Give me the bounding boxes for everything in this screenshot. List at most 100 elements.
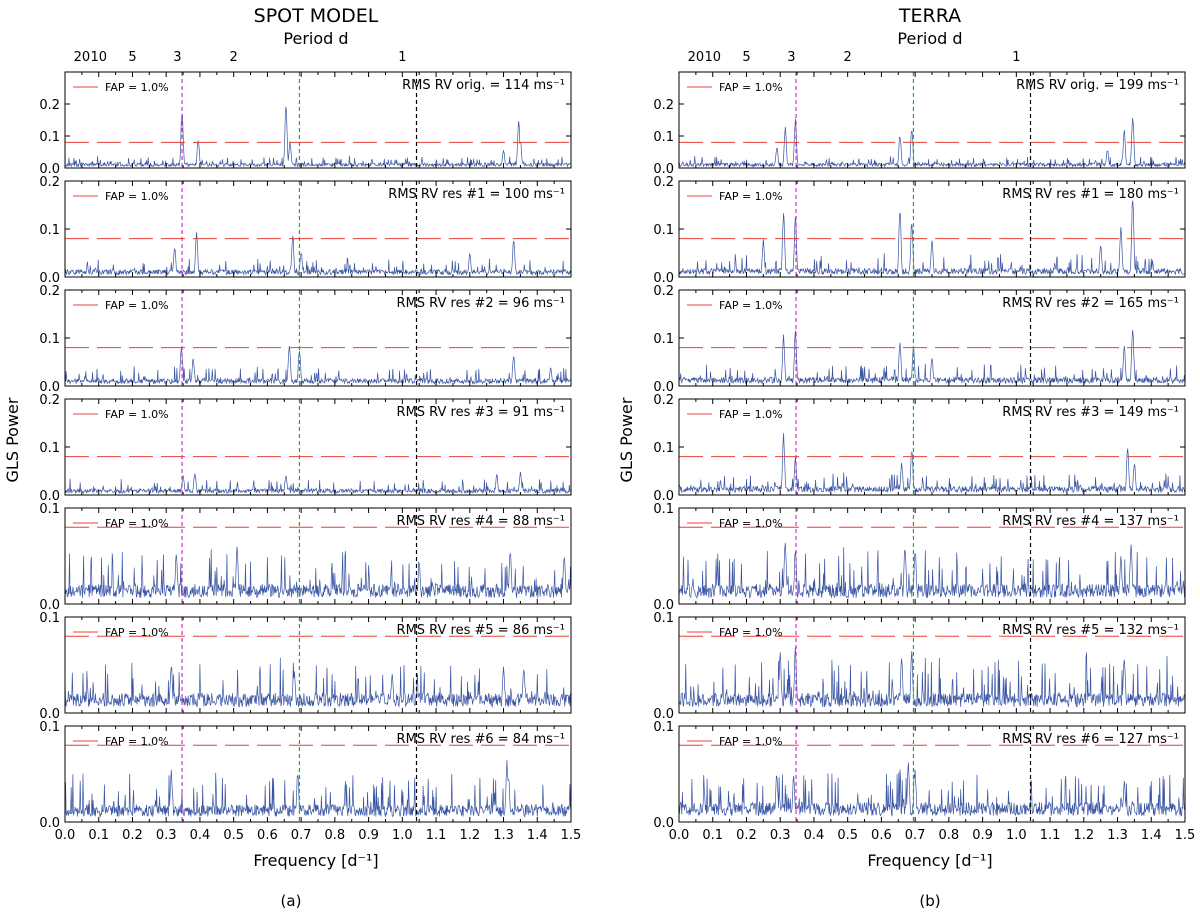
- x-tick-label: 1.5: [1175, 828, 1196, 843]
- y-tick-label: 0.0: [653, 162, 674, 177]
- legend-label: FAP = 1.0%: [105, 190, 169, 203]
- legend-label: FAP = 1.0%: [719, 408, 783, 421]
- periodogram-panel: 0.0 0.1 FAP = 1.0% RMS RV res #5 = 86 ms⁻¹: [39, 611, 572, 722]
- y-tick-label: 0.1: [653, 441, 674, 456]
- y-tick-label: 0.0: [653, 489, 674, 504]
- y-tick-label: 0.1: [39, 223, 60, 238]
- rms-annotation: RMS RV res #5 = 86 ms⁻¹: [397, 623, 565, 638]
- x-tick-label: 1.4: [1141, 828, 1162, 843]
- y-tick-label: 0.2: [653, 284, 674, 299]
- x-tick-label: 0.9: [972, 828, 993, 843]
- rms-annotation: RMS RV res #3 = 149 ms⁻¹: [1002, 405, 1179, 420]
- x-tick-label: 0.6: [257, 828, 278, 843]
- x-tick-label: 1.0: [392, 828, 413, 843]
- subfigure-label: (b): [919, 892, 940, 910]
- rms-annotation: RMS RV res #2 = 165 ms⁻¹: [1002, 296, 1179, 311]
- rms-annotation: RMS RV res #3 = 91 ms⁻¹: [397, 405, 565, 420]
- x-tick-label: 0.6: [871, 828, 892, 843]
- rms-annotation: RMS RV orig. = 114 ms⁻¹: [402, 78, 565, 93]
- legend-label: FAP = 1.0%: [105, 735, 169, 748]
- legend-label: FAP = 1.0%: [105, 408, 169, 421]
- x-tick-label: 0.5: [223, 828, 244, 843]
- gls-power-series: [678, 646, 1186, 708]
- x-tick-label: 0.8: [939, 828, 960, 843]
- periodogram-panel: 0.0 0.1 0.2 FAP = 1.0% RMS RV res #2 = 96 ms…: [39, 284, 572, 395]
- gls-power-series: [64, 546, 572, 599]
- rms-annotation: RMS RV res #4 = 88 ms⁻¹: [397, 514, 565, 529]
- y-tick-label: 0.1: [653, 720, 674, 735]
- x-tick-label: 1.3: [493, 828, 514, 843]
- x-tick-label: 0.4: [190, 828, 211, 843]
- legend-label: FAP = 1.0%: [719, 626, 783, 639]
- top-axis-tick-label: 10: [90, 50, 107, 65]
- y-tick-label: 0.2: [39, 284, 60, 299]
- subfigure-label: (a): [281, 892, 302, 910]
- periodogram-panel: 0.0 0.1 0.2 FAP = 1.0% RMS RV res #1 = 180 m…: [653, 175, 1186, 286]
- y-tick-label: 0.1: [653, 611, 674, 626]
- y-tick-label: 0.0: [653, 598, 674, 613]
- gls-power-series: [678, 329, 1186, 385]
- rms-annotation: RMS RV res #1 = 180 ms⁻¹: [1002, 187, 1179, 202]
- x-tick-label: 0.0: [55, 828, 76, 843]
- top-axis-tick-label: 2: [230, 50, 238, 65]
- y-tick-label: 0.1: [39, 720, 60, 735]
- top-axis-tick-label: 3: [787, 50, 795, 65]
- periodogram-panel: 0.0 0.1 FAP = 1.0% RMS RV res #4 = 137 ms⁻¹: [653, 502, 1186, 613]
- y-tick-label: 0.0: [653, 271, 674, 286]
- legend-label: FAP = 1.0%: [719, 517, 783, 530]
- rms-annotation: RMS RV res #5 = 132 ms⁻¹: [1002, 623, 1179, 638]
- x-tick-label: 0.1: [702, 828, 723, 843]
- y-tick-label: 0.1: [653, 502, 674, 517]
- x-tick-label: 1.1: [1040, 828, 1061, 843]
- x-tick-label: 1.1: [426, 828, 447, 843]
- y-tick-label: 0.0: [39, 598, 60, 613]
- rms-annotation: RMS RV res #1 = 100 ms⁻¹: [388, 187, 565, 202]
- legend-label: FAP = 1.0%: [105, 299, 169, 312]
- y-tick-label: 0.0: [39, 707, 60, 722]
- top-axis-title: Period d: [283, 29, 348, 48]
- top-axis-tick-label: 3: [173, 50, 181, 65]
- gls-power-series: [678, 433, 1186, 494]
- x-tick-label: 0.7: [905, 828, 926, 843]
- y-tick-label: 0.1: [39, 130, 60, 145]
- y-tick-label: 0.2: [653, 175, 674, 190]
- gls-power-series: [64, 345, 572, 385]
- rms-annotation: RMS RV res #4 = 137 ms⁻¹: [1002, 514, 1179, 529]
- x-tick-label: 0.9: [358, 828, 379, 843]
- x-tick-label: 1.5: [561, 828, 582, 843]
- x-tick-label: 0.5: [837, 828, 858, 843]
- top-axis-tick-label: 5: [128, 50, 136, 65]
- y-tick-label: 0.1: [653, 332, 674, 347]
- y-tick-label: 0.0: [39, 271, 60, 286]
- gls-power-series: [678, 542, 1186, 599]
- x-tick-label: 0.8: [325, 828, 346, 843]
- legend-label: FAP = 1.0%: [105, 626, 169, 639]
- x-tick-label: 0.4: [804, 828, 825, 843]
- y-tick-label: 0.1: [39, 441, 60, 456]
- gls-power-series: [64, 232, 572, 276]
- x-tick-label: 0.1: [88, 828, 109, 843]
- periodogram-panel: 0.0 0.1 FAP = 1.0% RMS RV res #5 = 132 ms⁻¹: [653, 611, 1186, 722]
- top-axis-title: Period d: [897, 29, 962, 48]
- x-axis-title: Frequency [d⁻¹]: [253, 851, 378, 870]
- y-axis-title: GLS Power: [3, 397, 22, 482]
- gls-power-series: [64, 657, 572, 708]
- x-tick-label: 0.3: [156, 828, 177, 843]
- x-tick-label: 0.3: [770, 828, 791, 843]
- top-axis-tick-label: 10: [704, 50, 721, 65]
- y-axis-title: GLS Power: [617, 397, 636, 482]
- legend-label: FAP = 1.0%: [105, 81, 169, 94]
- legend-label: FAP = 1.0%: [719, 299, 783, 312]
- y-tick-label: 0.0: [39, 162, 60, 177]
- gls-power-series: [679, 200, 1185, 276]
- top-axis-tick-label: 20: [688, 50, 705, 65]
- top-axis-tick-label: 2: [844, 50, 852, 65]
- periodogram-panel: 0.0 0.1 FAP = 1.0% RMS RV res #4 = 88 ms⁻¹: [39, 502, 572, 613]
- gls-power-series: [64, 472, 572, 495]
- x-tick-label: 1.4: [527, 828, 548, 843]
- column-title: TERRA: [898, 5, 961, 27]
- top-axis-tick-label: 5: [742, 50, 750, 65]
